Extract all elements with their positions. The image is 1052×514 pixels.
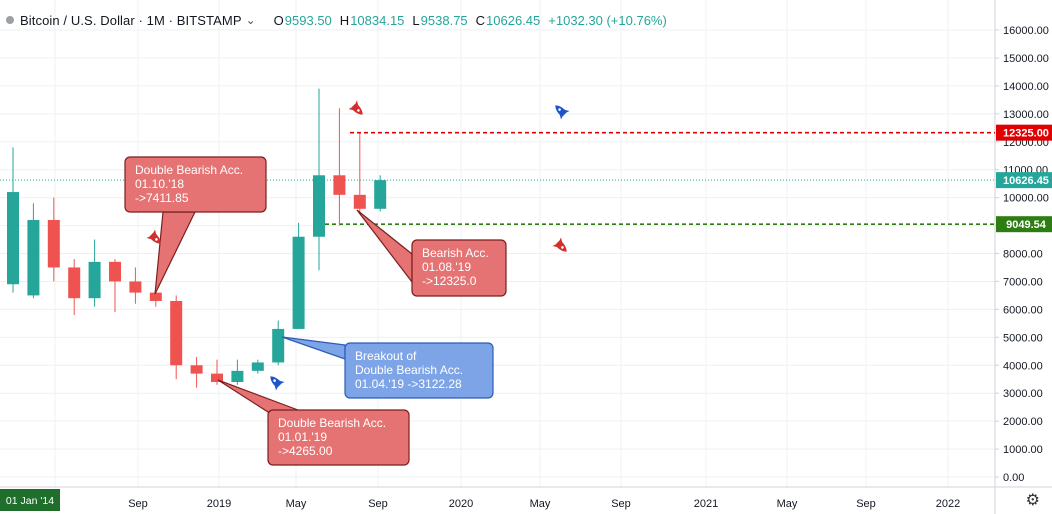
change-value: +1032.30 (+10.76%) xyxy=(548,12,667,28)
candle-body[interactable] xyxy=(190,365,203,374)
candle-body[interactable] xyxy=(374,180,387,209)
candle-body[interactable] xyxy=(313,175,325,237)
x-tick-label: May xyxy=(530,498,551,510)
y-tick-label: 16000.00 xyxy=(1003,25,1049,37)
price-label-box-resistance xyxy=(996,124,1052,141)
candle-body[interactable] xyxy=(68,267,81,299)
callout-text: 01.08.'19 xyxy=(422,260,471,274)
y-tick-label: 13000.00 xyxy=(1003,109,1049,121)
price-label-box-current xyxy=(996,172,1052,189)
x-tick-label: Sep xyxy=(128,498,148,510)
x-tick-label: 2021 xyxy=(694,498,718,510)
x-tick-label: Sep xyxy=(856,498,876,510)
open-value: 9593.50 xyxy=(284,12,332,28)
y-tick-label: 5000.00 xyxy=(1003,332,1043,344)
candle-body[interactable] xyxy=(109,261,121,282)
y-tick-label: 1000.00 xyxy=(1003,444,1043,456)
callout-text: Bearish Acc. xyxy=(422,246,489,260)
chevron-down-icon[interactable]: ⌄ xyxy=(245,13,256,27)
symbol-title[interactable]: Bitcoin / U.S. Dollar · 1M · BITSTAMP xyxy=(20,12,242,28)
x-tick-label: Sep xyxy=(368,498,388,510)
callout-pointer xyxy=(356,209,413,284)
candle-body[interactable] xyxy=(272,328,285,363)
price-label-box-support xyxy=(996,216,1052,233)
rocket-icon xyxy=(552,237,567,252)
callout-text: ->7411.85 xyxy=(135,191,189,205)
y-tick-label: 10000.00 xyxy=(1003,193,1049,205)
callout-box xyxy=(411,239,507,297)
candle-body[interactable] xyxy=(129,281,142,293)
price-label-support: 9049.54 xyxy=(1006,219,1047,231)
status-dot-icon xyxy=(6,16,14,24)
candle-body[interactable] xyxy=(27,219,40,296)
callout-text: 01.04.'19 ->3122.28 xyxy=(355,377,462,391)
callout-pointer xyxy=(217,379,299,413)
x-tick-label: May xyxy=(286,498,307,510)
y-tick-label: 4000.00 xyxy=(1003,360,1043,372)
chart-header: Bitcoin / U.S. Dollar · 1M · BITSTAMP ⌄ … xyxy=(6,10,667,30)
open-key: O xyxy=(273,12,284,28)
candle-body[interactable] xyxy=(251,362,264,371)
callout-text: 01.10.'18 xyxy=(135,177,184,191)
callout-text: ->12325.0 xyxy=(422,274,477,288)
x-tick-label: Sep xyxy=(611,498,631,510)
candle-body[interactable] xyxy=(149,292,162,301)
x-tick-label: 2020 xyxy=(449,498,473,510)
candle-body[interactable] xyxy=(88,261,101,299)
candle-body[interactable] xyxy=(7,192,19,285)
callout-text: ->4265.00 xyxy=(278,444,333,458)
low-key: L xyxy=(412,12,420,28)
low-value: 9538.75 xyxy=(420,12,468,28)
candle-body[interactable] xyxy=(292,236,305,329)
price-label-current: 10626.45 xyxy=(1003,175,1049,187)
y-tick-label: 6000.00 xyxy=(1003,304,1043,316)
rocket-icon xyxy=(555,105,570,120)
callout-text: Double Bearish Acc. xyxy=(135,163,243,177)
candle-body[interactable] xyxy=(231,370,244,383)
x-tick-label: 2019 xyxy=(207,498,231,510)
callout-box xyxy=(124,156,267,213)
x-tick-label: May xyxy=(777,498,798,510)
y-tick-label: 14000.00 xyxy=(1003,81,1049,93)
callout-box xyxy=(267,409,410,466)
candle-body[interactable] xyxy=(211,373,223,383)
y-tick-label: 15000.00 xyxy=(1003,53,1049,65)
start-date-label: 01 Jan '14 xyxy=(6,495,54,507)
rocket-icon xyxy=(270,376,285,391)
y-tick-label: 7000.00 xyxy=(1003,276,1043,288)
gear-icon[interactable]: ⚙ xyxy=(1025,492,1040,509)
y-tick-label: 2000.00 xyxy=(1003,416,1043,428)
callout-text: Double Bearish Acc. xyxy=(355,363,463,377)
y-tick-label: 8000.00 xyxy=(1003,249,1043,261)
y-tick-label: 0.00 xyxy=(1003,472,1024,484)
price-label-resistance: 12325.00 xyxy=(1003,128,1049,140)
y-tick-label: 3000.00 xyxy=(1003,388,1043,400)
x-tick-label: 2022 xyxy=(936,498,960,510)
callout-text: Double Bearish Acc. xyxy=(278,416,386,430)
high-key: H xyxy=(339,12,350,28)
close-key: C xyxy=(475,12,486,28)
callout-box xyxy=(344,342,494,399)
callout-text: Breakout of xyxy=(355,349,417,363)
close-value: 10626.45 xyxy=(486,12,541,28)
rocket-icon xyxy=(348,100,363,115)
candle-body[interactable] xyxy=(333,175,346,195)
high-value: 10834.15 xyxy=(350,12,405,28)
start-date-badge xyxy=(0,489,60,511)
candle-body[interactable] xyxy=(170,300,183,366)
callout-pointer xyxy=(281,336,346,360)
callout-text: 01.01.'19 xyxy=(278,430,327,444)
candle-body[interactable] xyxy=(353,194,366,209)
candle-body[interactable] xyxy=(47,219,60,268)
